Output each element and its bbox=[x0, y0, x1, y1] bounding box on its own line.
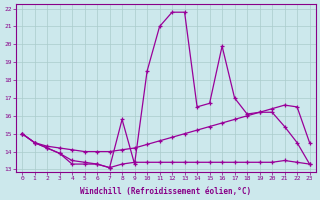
X-axis label: Windchill (Refroidissement éolien,°C): Windchill (Refroidissement éolien,°C) bbox=[80, 187, 252, 196]
